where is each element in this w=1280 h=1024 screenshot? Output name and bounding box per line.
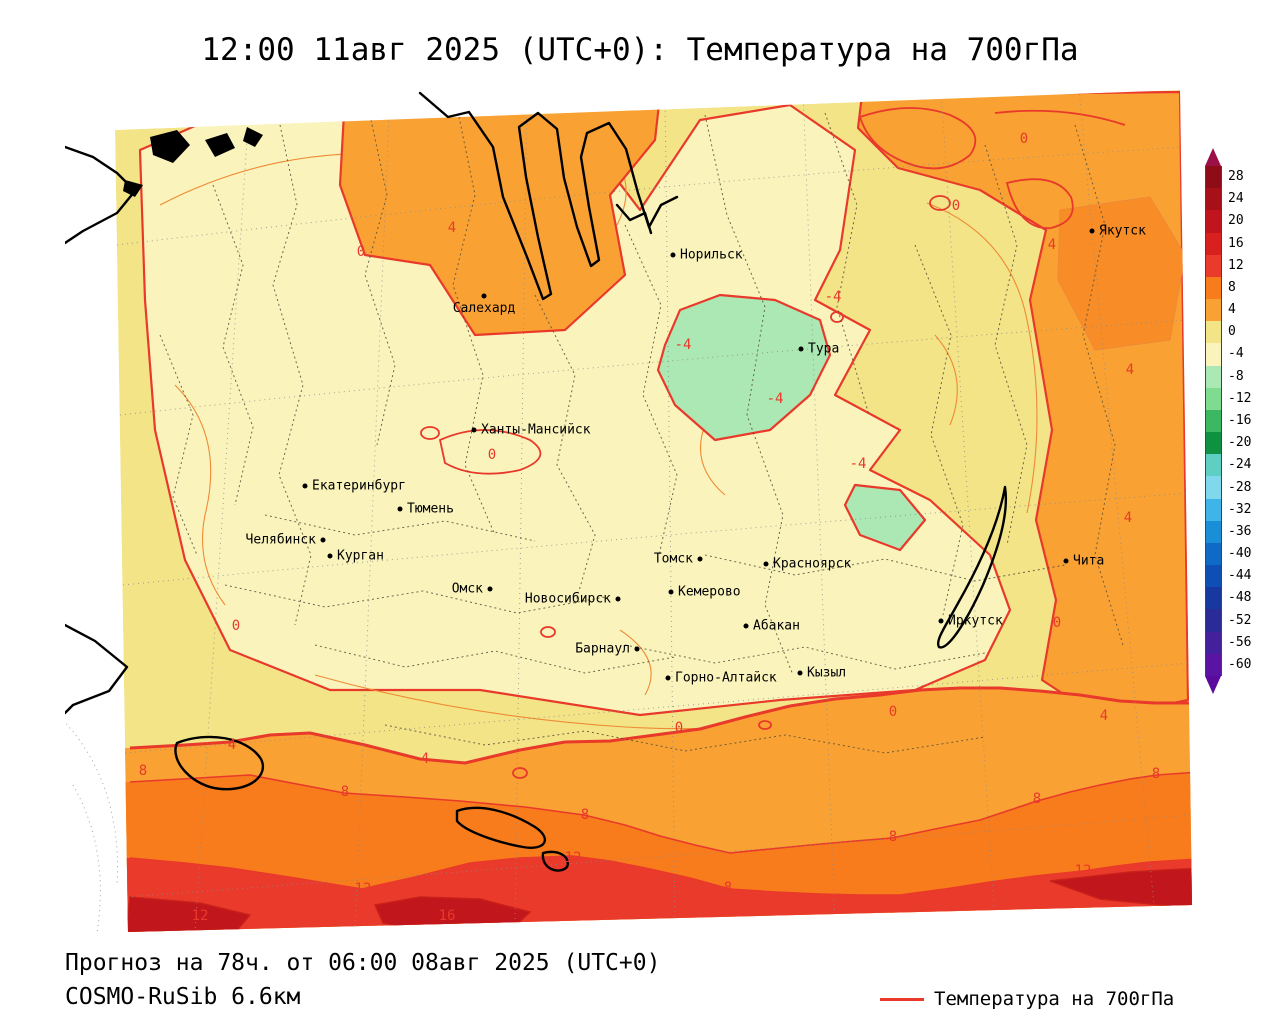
colorbar-tick-label: 28 xyxy=(1228,169,1244,185)
legend-line-sample xyxy=(880,997,924,1001)
colorbar-cell xyxy=(1206,498,1221,521)
colorbar-tick-label: -44 xyxy=(1228,568,1252,584)
temperature-map-svg xyxy=(65,90,1192,934)
colorbar-cell xyxy=(1206,653,1221,676)
temperature-field-layer xyxy=(115,90,1192,932)
geography-layer xyxy=(65,91,1008,872)
colorbar-cell xyxy=(1206,210,1221,233)
admin-boundaries-layer xyxy=(159,106,1124,754)
colorbar-cell xyxy=(1206,166,1221,189)
colorbar-cell xyxy=(1206,254,1221,277)
colorbar-tick-label: -60 xyxy=(1228,656,1252,672)
colorbar-cell xyxy=(1206,542,1221,566)
colorbar-cell xyxy=(1206,520,1221,543)
page-title: 12:00 11авг 2025 (UTC+0): Температура на… xyxy=(201,32,1079,68)
forecast-info: Прогноз на 78ч. от 06:00 08авг 2025 (UTC… xyxy=(65,950,661,976)
colorbar-tick-label: 24 xyxy=(1228,191,1244,207)
legend-label: Температура на 700гПа xyxy=(934,988,1175,1010)
colorbar-cell xyxy=(1206,587,1221,610)
colorbar-tick-label: 16 xyxy=(1228,235,1244,251)
colorbar: 28 24 20 16 12 8 4 0 -4 -8 -12 -16 -20 -24 -28 -32 -36 -4… xyxy=(1205,148,1265,694)
colorbar-cell xyxy=(1206,276,1221,300)
colorbar-tick-label: -32 xyxy=(1228,501,1252,517)
colorbar-tick-label: -8 xyxy=(1228,368,1244,384)
colorbar-cell xyxy=(1206,631,1221,654)
colorbar-tick-label: -56 xyxy=(1228,634,1252,650)
colorbar-cell xyxy=(1206,343,1221,366)
colorbar-cell xyxy=(1206,321,1221,344)
graticule-layer xyxy=(116,90,1192,932)
colorbar-tick-label: -16 xyxy=(1228,413,1252,428)
colorbar-tick-label: 12 xyxy=(1228,257,1244,273)
colorbar-tick-label: 0 xyxy=(1228,324,1236,340)
colorbar-cell xyxy=(1206,365,1221,388)
colorbar-cell xyxy=(1206,188,1221,211)
colorbar-tick-label: -4 xyxy=(1228,346,1244,362)
colorbar-cells xyxy=(1205,166,1222,676)
colorbar-arrow-up-icon xyxy=(1205,148,1221,166)
colorbar-cell xyxy=(1206,476,1221,499)
colorbar-cell xyxy=(1206,409,1221,433)
colorbar-tick-label: 4 xyxy=(1228,302,1236,318)
extra-contours xyxy=(420,107,1126,779)
margin-graticule xyxy=(65,721,119,934)
colorbar-cell xyxy=(1206,454,1221,477)
colorbar-cell xyxy=(1206,299,1221,322)
model-info: COSMO-RuSib 6.6км xyxy=(65,984,301,1010)
map-area: 0 4 0 0 4 -4 -4 -4 4 -4 0 4 0 0 0 0 4 4 4 8 8 8 8 8 8 8 12 12 12 12 16… xyxy=(65,85,1200,940)
colorbar-tick-label: -40 xyxy=(1228,546,1252,562)
colorbar-tick-label: -20 xyxy=(1228,435,1252,451)
colorbar-tick-label: 8 xyxy=(1228,279,1236,295)
colorbar-cell xyxy=(1206,387,1221,410)
colorbar-tick-label: -52 xyxy=(1228,612,1252,628)
colorbar-tick-label: -24 xyxy=(1228,457,1252,473)
colorbar-tick-label: -12 xyxy=(1228,390,1252,406)
map-legend: Температура на 700гПа xyxy=(880,988,1174,1010)
colorbar-tick-label: -36 xyxy=(1228,523,1252,539)
colorbar-tick-label: 20 xyxy=(1228,213,1244,229)
colorbar-tick-label: -28 xyxy=(1228,479,1252,495)
colorbar-cell xyxy=(1206,432,1221,455)
colorbar-arrow-down-icon xyxy=(1205,675,1221,694)
colorbar-cell xyxy=(1206,609,1221,632)
colorbar-cell xyxy=(1206,232,1221,255)
islands xyxy=(123,127,263,197)
colorbar-cell xyxy=(1206,565,1221,588)
colorbar-tick-label: -48 xyxy=(1228,590,1252,606)
